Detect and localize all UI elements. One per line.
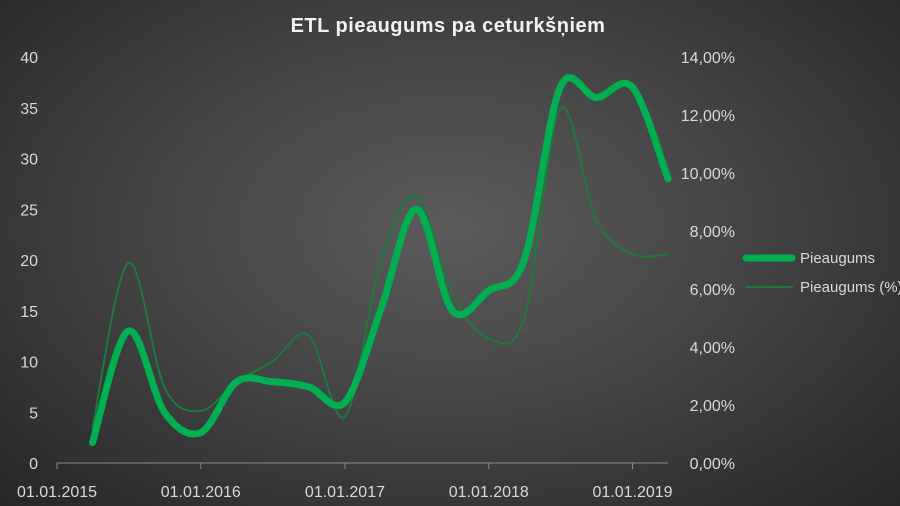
x-tick-label: 01.01.2016	[161, 484, 241, 501]
x-axis: 01.01.2015 01.01.2016 01.01.2017 01.01.2018…	[17, 462, 673, 501]
y-right-tick-label: 4,00%	[690, 340, 735, 357]
y-left-tick-label: 25	[20, 202, 38, 219]
y-right-tick-label: 10,00%	[681, 166, 735, 183]
x-tick-label: 01.01.2017	[305, 484, 385, 501]
y-left-tick-label: 30	[20, 152, 38, 169]
y-right-tick-label: 0,00%	[690, 456, 735, 473]
legend-label: Pieaugums	[800, 250, 875, 267]
y-right-tick-label: 14,00%	[681, 50, 735, 67]
y-left-tick-label: 20	[20, 253, 38, 270]
y-left-tick-label: 35	[20, 101, 38, 118]
y-left-tick-label: 40	[20, 50, 38, 67]
series-layer	[89, 74, 672, 447]
y-right-tick-label: 12,00%	[681, 108, 735, 125]
legend: Pieaugums Pieaugums (%)	[742, 250, 900, 296]
y-axis-right: 0,00% 2,00% 4,00% 6,00% 8,00% 10,00% 12,00% 14,…	[681, 50, 735, 473]
y-left-tick-label: 15	[20, 304, 38, 321]
chart-title: ETL pieaugums pa ceturkšņiem	[291, 15, 606, 37]
y-left-tick-label: 10	[20, 355, 38, 372]
series-line-2	[91, 106, 669, 430]
series-line-1	[89, 74, 672, 447]
y-left-tick-label: 5	[29, 405, 38, 422]
x-tick-label: 01.01.2015	[17, 484, 97, 501]
x-tick-label: 01.01.2019	[593, 484, 673, 501]
y-left-tick-label: 0	[29, 456, 38, 473]
y-right-tick-label: 2,00%	[690, 398, 735, 415]
y-right-tick-label: 6,00%	[690, 282, 735, 299]
legend-label: Pieaugums (%)	[800, 279, 900, 296]
y-axis-left: 0 5 10 15 20 25 30 35 40	[20, 50, 38, 473]
y-right-tick-label: 8,00%	[690, 224, 735, 241]
x-tick-label: 01.01.2018	[449, 484, 529, 501]
